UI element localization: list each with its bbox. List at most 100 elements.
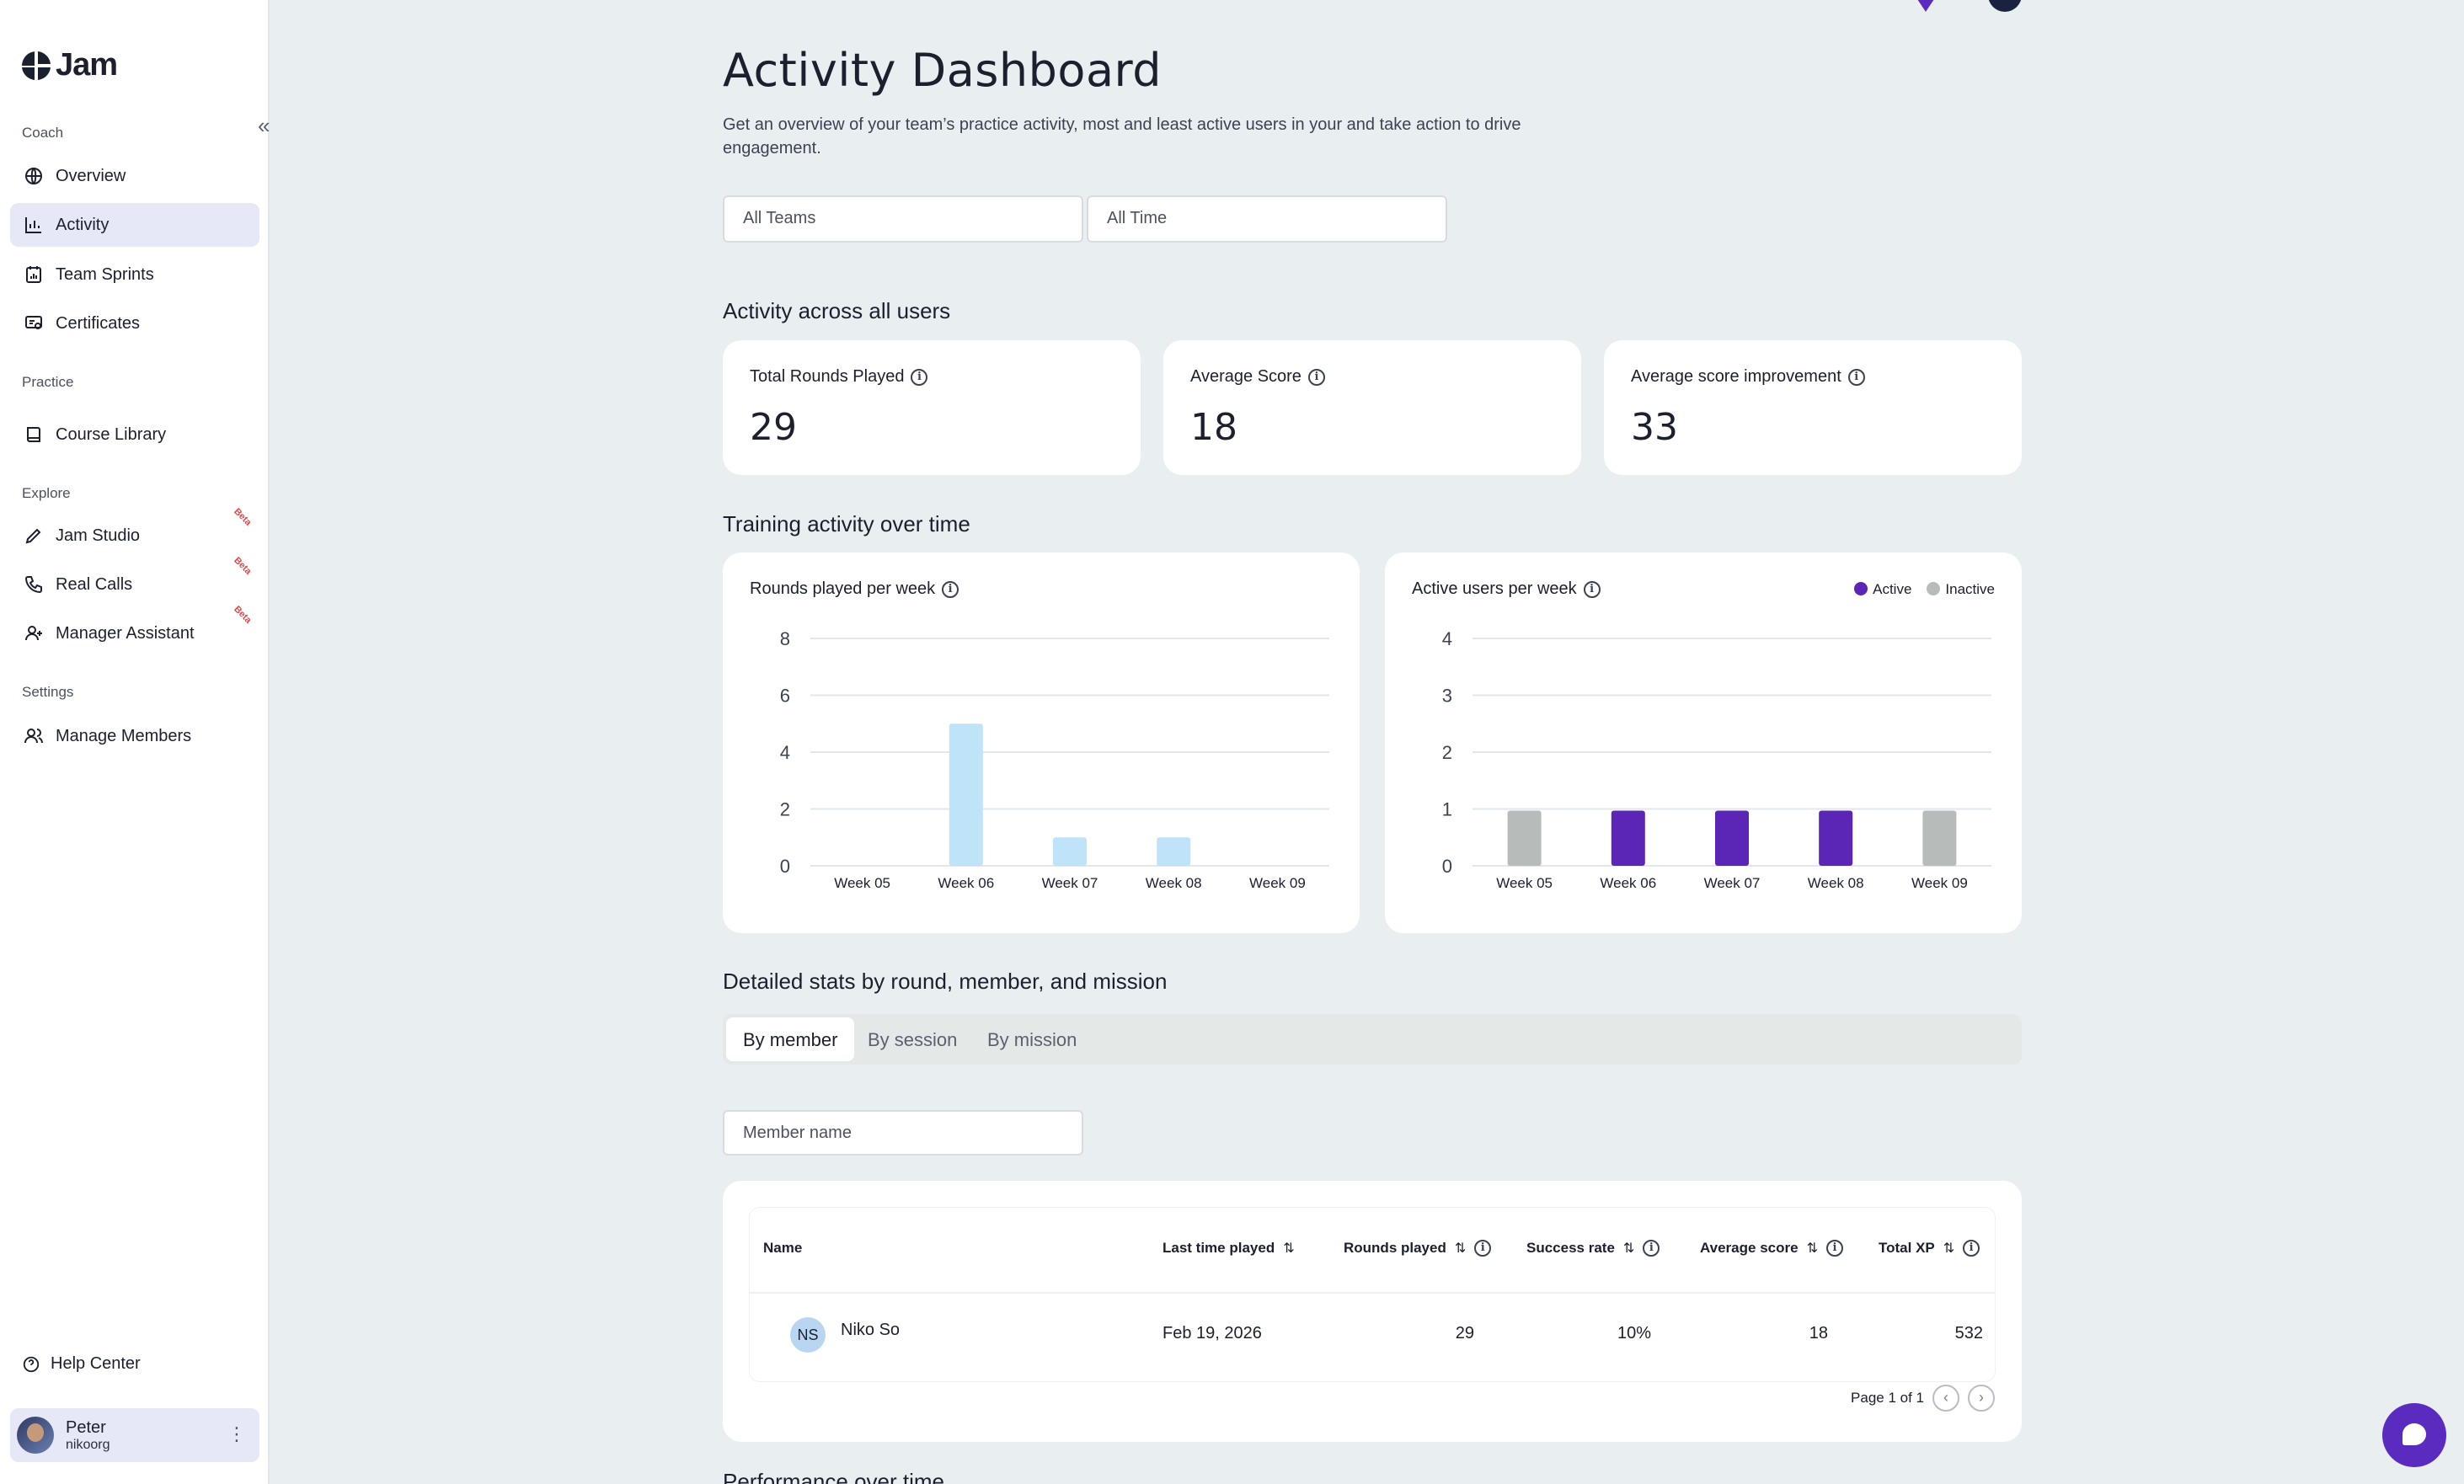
y-tick-label: 1	[1442, 799, 1452, 820]
sort-icon[interactable]: ⇅	[1943, 1241, 1955, 1256]
logo-text: Jam	[56, 47, 118, 83]
sidebar-item-manager-assistant[interactable]: Manager Assistant	[10, 611, 259, 655]
detail-tabs: By member By session By mission	[723, 1014, 2022, 1065]
column-header-label: Name	[763, 1240, 803, 1256]
info-icon[interactable]: i	[1583, 580, 1601, 598]
sidebar-item-certificates[interactable]: Certificates	[10, 302, 259, 345]
stat-label: Average Score	[1190, 367, 1301, 386]
sidebar-item-overview[interactable]: Overview	[10, 154, 259, 198]
user-plus-icon	[25, 626, 42, 641]
cell-success-rate: 10%	[1617, 1324, 1651, 1343]
info-icon[interactable]: i	[1963, 1240, 1980, 1257]
user-org: nikoorg	[66, 1438, 110, 1452]
jam-logo-icon	[22, 51, 51, 80]
chat-support-button[interactable]	[2382, 1403, 2446, 1467]
column-header-label: Last time played	[1163, 1240, 1275, 1256]
sidebar-item-label: Course Library	[56, 424, 167, 444]
legend-item-inactive: Inactive	[1927, 581, 1995, 598]
sidebar-item-manage-members[interactable]: Manage Members	[10, 714, 259, 758]
sidebar-item-course-library[interactable]: Course Library	[10, 413, 259, 456]
x-tick-label: Week 05	[1496, 875, 1553, 891]
y-tick-label: 3	[1442, 686, 1452, 707]
user-name: Peter	[66, 1418, 106, 1437]
y-tick-label: 8	[780, 628, 790, 649]
members-table: Name Last time played ⇅ Rounds played ⇅ i S…	[750, 1208, 1995, 1381]
rounds-chart-card: Rounds played per week i 0 2 4 6 8 Week 05 Week…	[723, 552, 1360, 933]
stat-label: Total Rounds Played	[750, 367, 905, 386]
column-header-total-xp[interactable]: Total XP ⇅ i	[1879, 1240, 1980, 1257]
row-divider	[750, 1292, 1995, 1294]
y-tick-label: 0	[780, 856, 790, 877]
y-tick-label: 4	[1442, 628, 1452, 649]
help-center-label: Help Center	[51, 1354, 141, 1373]
chevron-left-icon[interactable]: ‹	[1932, 1385, 1959, 1412]
column-header-label: Average score	[1700, 1240, 1799, 1256]
sidebar-item-label: Manager Assistant	[56, 623, 195, 643]
sidebar-item-real-calls[interactable]: Real Calls	[10, 563, 259, 606]
sidebar-item-activity[interactable]: Activity	[10, 203, 259, 247]
time-filter-select[interactable]: All Time	[1087, 195, 1447, 243]
cell-average-score: 18	[1809, 1324, 1828, 1343]
logo[interactable]: Jam	[22, 47, 118, 83]
sort-icon[interactable]: ⇅	[1622, 1241, 1635, 1256]
member-name-input[interactable]: Member name	[723, 1110, 1083, 1156]
stat-card-average-score: Average Score i 18	[1163, 340, 1581, 475]
x-tick-label: Week 08	[1808, 875, 1864, 891]
column-header-success-rate[interactable]: Success rate ⇅ i	[1526, 1240, 1660, 1257]
x-tick-label: Week 08	[1146, 875, 1202, 891]
more-vertical-icon[interactable]: ⋮	[227, 1423, 246, 1444]
tab-by-session[interactable]: By session	[868, 1029, 958, 1050]
bar-active	[1819, 810, 1853, 866]
x-tick-label: Week 07	[1704, 875, 1761, 891]
training-section-title: Training activity over time	[723, 511, 970, 536]
help-center-link[interactable]: Help Center	[22, 1354, 141, 1374]
legend-label: Inactive	[1945, 581, 1995, 597]
bar-active	[1715, 810, 1749, 866]
section-label-settings: Settings	[22, 684, 74, 700]
legend-item-active: Active	[1854, 581, 1911, 598]
y-tick-label: 0	[1442, 856, 1452, 877]
info-icon[interactable]: i	[1474, 1240, 1492, 1257]
tab-by-mission[interactable]: By mission	[987, 1029, 1077, 1050]
y-tick-label: 6	[780, 686, 790, 707]
sidebar-item-label: Real Calls	[56, 574, 133, 594]
info-icon[interactable]: i	[1847, 368, 1865, 386]
stat-card-average-improvement: Average score improvement i 33	[1604, 340, 2022, 475]
column-header-last-played[interactable]: Last time played ⇅	[1163, 1240, 1295, 1257]
sort-icon[interactable]: ⇅	[1454, 1241, 1467, 1256]
team-filter-select[interactable]: All Teams	[723, 195, 1083, 243]
user-profile-card[interactable]: Peter nikoorg ⋮	[10, 1408, 259, 1462]
cell-total-xp: 532	[1954, 1324, 1983, 1343]
legend-label: Active	[1873, 581, 1912, 597]
book-icon	[27, 427, 40, 442]
streak-badge-icon[interactable]	[1909, 0, 1943, 12]
chevron-right-icon[interactable]: ›	[1968, 1385, 1995, 1412]
sort-icon[interactable]: ⇅	[1283, 1241, 1295, 1256]
sidebar: Jam « Coach Overview Activity Team Sprin…	[0, 0, 270, 1484]
sort-icon[interactable]: ⇅	[1806, 1241, 1818, 1256]
column-header-label: Success rate	[1526, 1240, 1615, 1256]
sidebar-item-label: Activity	[56, 215, 110, 234]
avatar: NS	[790, 1317, 826, 1353]
info-icon[interactable]: i	[1643, 1240, 1660, 1257]
x-tick-label: Week 09	[1249, 875, 1306, 891]
sidebar-item-team-sprints[interactable]: Team Sprints	[10, 253, 259, 296]
info-icon[interactable]: i	[1825, 1240, 1843, 1257]
help-icon	[23, 1356, 40, 1372]
column-header-rounds[interactable]: Rounds played ⇅ i	[1344, 1240, 1492, 1257]
cell-rounds: 29	[1455, 1324, 1474, 1343]
bar-inactive	[1507, 810, 1542, 866]
tab-by-member[interactable]: By member	[726, 1017, 855, 1061]
column-header-average-score[interactable]: Average score ⇅ i	[1700, 1240, 1843, 1257]
profile-avatar-icon[interactable]	[1988, 0, 2022, 12]
cell-name: Niko So	[841, 1321, 901, 1339]
x-tick-label: Week 06	[938, 875, 994, 891]
sidebar-item-jam-studio[interactable]: Jam Studio	[10, 514, 259, 558]
page-title: Activity Dashboard	[723, 44, 1163, 97]
y-tick-label: 2	[1442, 742, 1452, 763]
bar-chart-icon	[25, 217, 41, 233]
info-icon[interactable]: i	[911, 368, 928, 386]
info-icon[interactable]: i	[942, 580, 959, 598]
collapse-sidebar-icon[interactable]: «	[258, 113, 270, 138]
info-icon[interactable]: i	[1307, 368, 1325, 386]
